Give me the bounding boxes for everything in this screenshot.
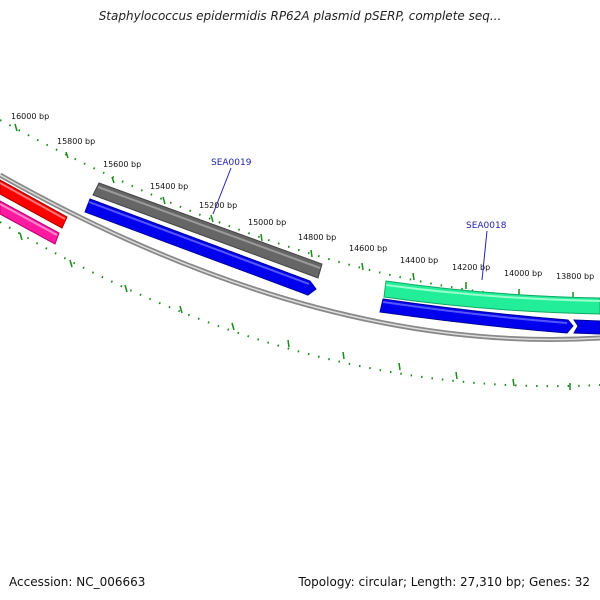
summary-text: Topology: circular; Length: 27,310 bp; G…	[298, 575, 590, 589]
inner-tick	[179, 305, 183, 314]
outer-tick-15600	[111, 176, 115, 184]
outer-tick-15000	[260, 233, 263, 242]
feature-teal[interactable]	[383, 280, 600, 315]
accession-text: Accession: NC_006663	[9, 575, 146, 589]
feature-pink-highlight	[0, 203, 58, 236]
tick-labels: 16000 bp 15800 bp 15600 bp 15400 bp 1520…	[11, 112, 594, 281]
inner-tick	[398, 362, 401, 371]
outer-tick-15800	[65, 151, 69, 159]
inner-tick	[19, 232, 23, 241]
feature-teal-highlight	[385, 284, 600, 302]
tick-label: 14000 bp	[504, 269, 542, 278]
outer-tick-14600	[361, 262, 364, 271]
feature-red-highlight	[0, 182, 66, 220]
plasmid-backbone-inner	[0, 174, 600, 341]
outer-tick-14400	[412, 272, 415, 281]
inner-dotted-ring	[0, 221, 600, 388]
inner-tick	[287, 339, 290, 348]
inner-tick-ring	[0, 221, 600, 390]
gene-arrow-sea0019-highlight	[88, 201, 310, 285]
gene-arrow-next[interactable]	[573, 319, 600, 335]
tick-label: 16000 bp	[11, 112, 49, 121]
tick-label: 14400 bp	[400, 256, 438, 265]
tick-label: 15800 bp	[57, 137, 95, 146]
inner-tick	[455, 371, 458, 380]
gene-arrow-sea0018-highlight	[382, 301, 568, 324]
gene-leader-sea0018	[481, 230, 488, 281]
tick-label: 15000 bp	[248, 218, 286, 227]
outer-tick-16000	[14, 123, 18, 132]
tick-label: 14200 bp	[452, 263, 490, 272]
map-title: Staphylococcus epidermidis RP62A plasmid…	[98, 9, 502, 23]
feature-dark-grey-highlight	[97, 186, 321, 269]
tick-label: 14600 bp	[349, 244, 387, 253]
gene-leader-sea0019	[212, 167, 232, 215]
outer-tick-15200	[210, 214, 214, 223]
tick-label: 15600 bp	[103, 160, 141, 169]
inner-tick	[69, 259, 73, 268]
tick-label: 14800 bp	[298, 233, 336, 242]
tick-label: 13800 bp	[556, 272, 594, 281]
tick-label: 15200 bp	[199, 201, 237, 210]
outer-tick-15400	[162, 196, 166, 205]
inner-tick	[124, 284, 128, 293]
gene-label-sea0019[interactable]: SEA0019	[211, 158, 252, 168]
tick-label: 15400 bp	[150, 182, 188, 191]
inner-tick	[231, 322, 235, 331]
inner-tick	[512, 378, 515, 387]
outer-tick-14800	[310, 249, 313, 258]
gene-label-sea0018[interactable]: SEA0018	[466, 221, 507, 231]
inner-tick	[342, 351, 345, 360]
